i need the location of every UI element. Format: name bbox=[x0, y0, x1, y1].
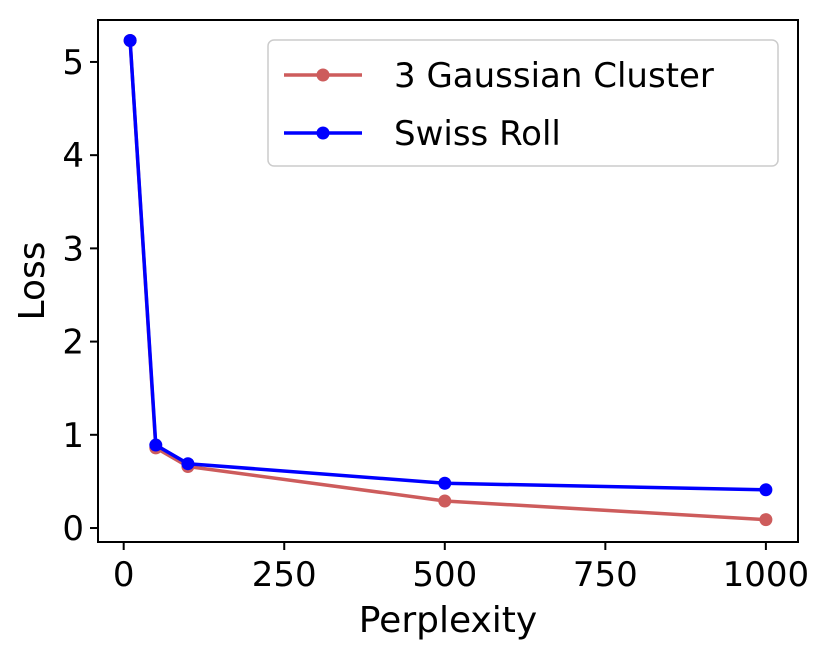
y-tick-label: 0 bbox=[62, 509, 84, 549]
y-axis-title: Loss bbox=[12, 242, 53, 321]
y-tick-label: 1 bbox=[62, 416, 84, 456]
x-tick-label: 1000 bbox=[723, 555, 810, 595]
x-tick-label: 0 bbox=[113, 555, 135, 595]
series-layer bbox=[123, 34, 773, 527]
data-point bbox=[759, 483, 773, 497]
y-tick-label: 4 bbox=[62, 136, 84, 176]
data-point bbox=[438, 494, 452, 508]
data-point bbox=[759, 513, 773, 527]
y-tick-label: 5 bbox=[62, 43, 84, 83]
legend-box bbox=[267, 39, 779, 167]
legend: 3 Gaussian Cluster Swiss Roll bbox=[267, 39, 779, 167]
data-point bbox=[123, 34, 137, 48]
data-point bbox=[438, 476, 452, 490]
plot-frame bbox=[97, 19, 799, 543]
y-axis: 0 1 2 3 4 5 bbox=[62, 43, 98, 549]
x-tick-label: 500 bbox=[412, 555, 477, 595]
legend-swatch-marker bbox=[316, 68, 330, 82]
y-tick-label: 2 bbox=[62, 323, 84, 363]
legend-label: Swiss Roll bbox=[394, 114, 561, 154]
x-axis-title: Perplexity bbox=[359, 600, 537, 641]
data-point bbox=[149, 438, 163, 452]
legend-swatch-marker bbox=[316, 126, 330, 140]
series-1 bbox=[123, 34, 773, 497]
x-tick-label: 250 bbox=[252, 555, 317, 595]
data-point bbox=[181, 457, 195, 471]
y-tick-label: 3 bbox=[62, 229, 84, 269]
x-tick-label: 750 bbox=[573, 555, 638, 595]
x-axis: 0 250 500 750 1000 bbox=[113, 542, 809, 595]
legend-label: 3 Gaussian Cluster bbox=[394, 56, 714, 96]
